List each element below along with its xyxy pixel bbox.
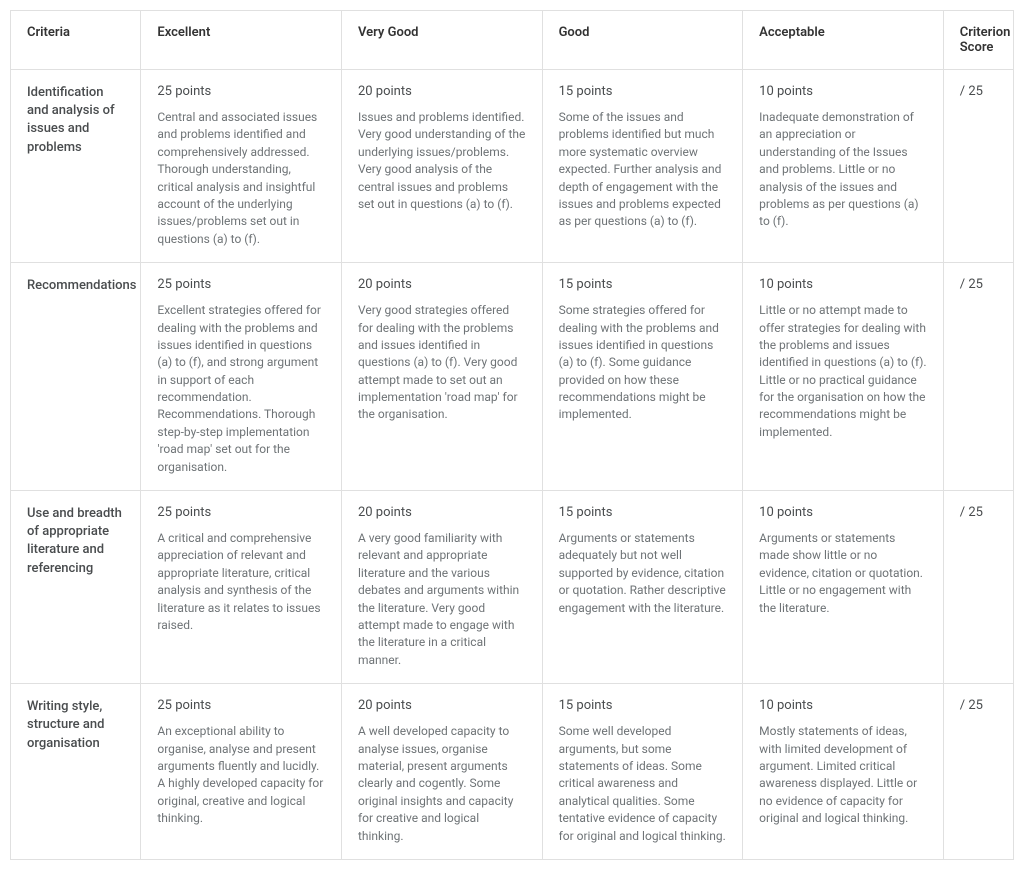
level-description: Some well developed arguments, but some …: [559, 723, 727, 845]
level-cell: 15 points Some strategies offered for dea…: [542, 263, 743, 491]
points-label: 10 points: [759, 505, 927, 520]
points-label: 25 points: [157, 277, 325, 292]
criteria-cell: Writing style, structure and organisatio…: [11, 684, 141, 860]
criteria-label: Recommendations: [27, 277, 124, 295]
criteria-cell: Recommendations: [11, 263, 141, 491]
criteria-label: Writing style, structure and organisatio…: [27, 698, 124, 753]
header-level-excellent: Excellent: [141, 11, 342, 70]
criteria-cell: Identification and analysis of issues an…: [11, 70, 141, 263]
header-level-good: Good: [542, 11, 743, 70]
level-cell: 10 points Inadequate demonstration of an …: [743, 70, 944, 263]
points-label: 20 points: [358, 698, 526, 713]
header-level-acceptable: Acceptable: [743, 11, 944, 70]
level-description: Issues and problems identified. Very goo…: [358, 109, 526, 213]
level-cell: 20 points Very good strategies offered fo…: [341, 263, 542, 491]
points-label: 15 points: [559, 277, 727, 292]
level-cell: 20 points Issues and problems identified.…: [341, 70, 542, 263]
level-cell: 20 points A very good familiarity with re…: [341, 491, 542, 684]
table-row: Use and breadth of appropriate literatur…: [11, 491, 1014, 684]
table-row: Identification and analysis of issues an…: [11, 70, 1014, 263]
points-label: 10 points: [759, 698, 927, 713]
score-cell: / 25: [943, 263, 1013, 491]
level-description: Arguments or statements made show little…: [759, 530, 927, 617]
level-description: An exceptional ability to organise, anal…: [157, 723, 325, 827]
level-description: Very good strategies offered for dealing…: [358, 302, 526, 424]
header-criteria: Criteria: [11, 11, 141, 70]
level-cell: 25 points Excellent strategies offered fo…: [141, 263, 342, 491]
level-description: Inadequate demonstration of an appreciat…: [759, 109, 927, 231]
points-label: 20 points: [358, 84, 526, 99]
level-cell: 25 points Central and associated issues a…: [141, 70, 342, 263]
points-label: 15 points: [559, 698, 727, 713]
header-level-very-good: Very Good: [341, 11, 542, 70]
level-cell: 25 points A critical and comprehensive ap…: [141, 491, 342, 684]
level-cell: 20 points A well developed capacity to an…: [341, 684, 542, 860]
score-cell: / 25: [943, 491, 1013, 684]
criteria-label: Use and breadth of appropriate literatur…: [27, 505, 124, 578]
rubric-table: Criteria Excellent Very Good Good Accept…: [10, 10, 1014, 860]
points-label: 15 points: [559, 505, 727, 520]
criteria-label: Identification and analysis of issues an…: [27, 84, 124, 157]
points-label: 20 points: [358, 505, 526, 520]
score-cell: / 25: [943, 684, 1013, 860]
level-cell: 15 points Arguments or statements adequat…: [542, 491, 743, 684]
level-cell: 15 points Some of the issues and problems…: [542, 70, 743, 263]
level-cell: 10 points Mostly statements of ideas, wit…: [743, 684, 944, 860]
level-cell: 15 points Some well developed arguments, …: [542, 684, 743, 860]
points-label: 25 points: [157, 84, 325, 99]
header-score: Criterion Score: [943, 11, 1013, 70]
criteria-cell: Use and breadth of appropriate literatur…: [11, 491, 141, 684]
level-description: Mostly statements of ideas, with limited…: [759, 723, 927, 827]
points-label: 25 points: [157, 505, 325, 520]
level-cell: 25 points An exceptional ability to organ…: [141, 684, 342, 860]
header-row: Criteria Excellent Very Good Good Accept…: [11, 11, 1014, 70]
level-description: Some strategies offered for dealing with…: [559, 302, 727, 424]
level-description: Little or no attempt made to offer strat…: [759, 302, 927, 441]
points-label: 10 points: [759, 277, 927, 292]
table-row: Writing style, structure and organisatio…: [11, 684, 1014, 860]
level-cell: 10 points Arguments or statements made sh…: [743, 491, 944, 684]
points-label: 15 points: [559, 84, 727, 99]
level-cell: 10 points Little or no attempt made to of…: [743, 263, 944, 491]
level-description: Central and associated issues and proble…: [157, 109, 325, 248]
level-description: A critical and comprehensive appreciatio…: [157, 530, 325, 634]
points-label: 25 points: [157, 698, 325, 713]
score-cell: / 25: [943, 70, 1013, 263]
level-description: Arguments or statements adequately but n…: [559, 530, 727, 617]
table-row: Recommendations 25 points Excellent strate…: [11, 263, 1014, 491]
level-description: Excellent strategies offered for dealing…: [157, 302, 325, 476]
points-label: 10 points: [759, 84, 927, 99]
level-description: Some of the issues and problems identifi…: [559, 109, 727, 231]
level-description: A very good familiarity with relevant an…: [358, 530, 526, 669]
level-description: A well developed capacity to analyse iss…: [358, 723, 526, 845]
points-label: 20 points: [358, 277, 526, 292]
